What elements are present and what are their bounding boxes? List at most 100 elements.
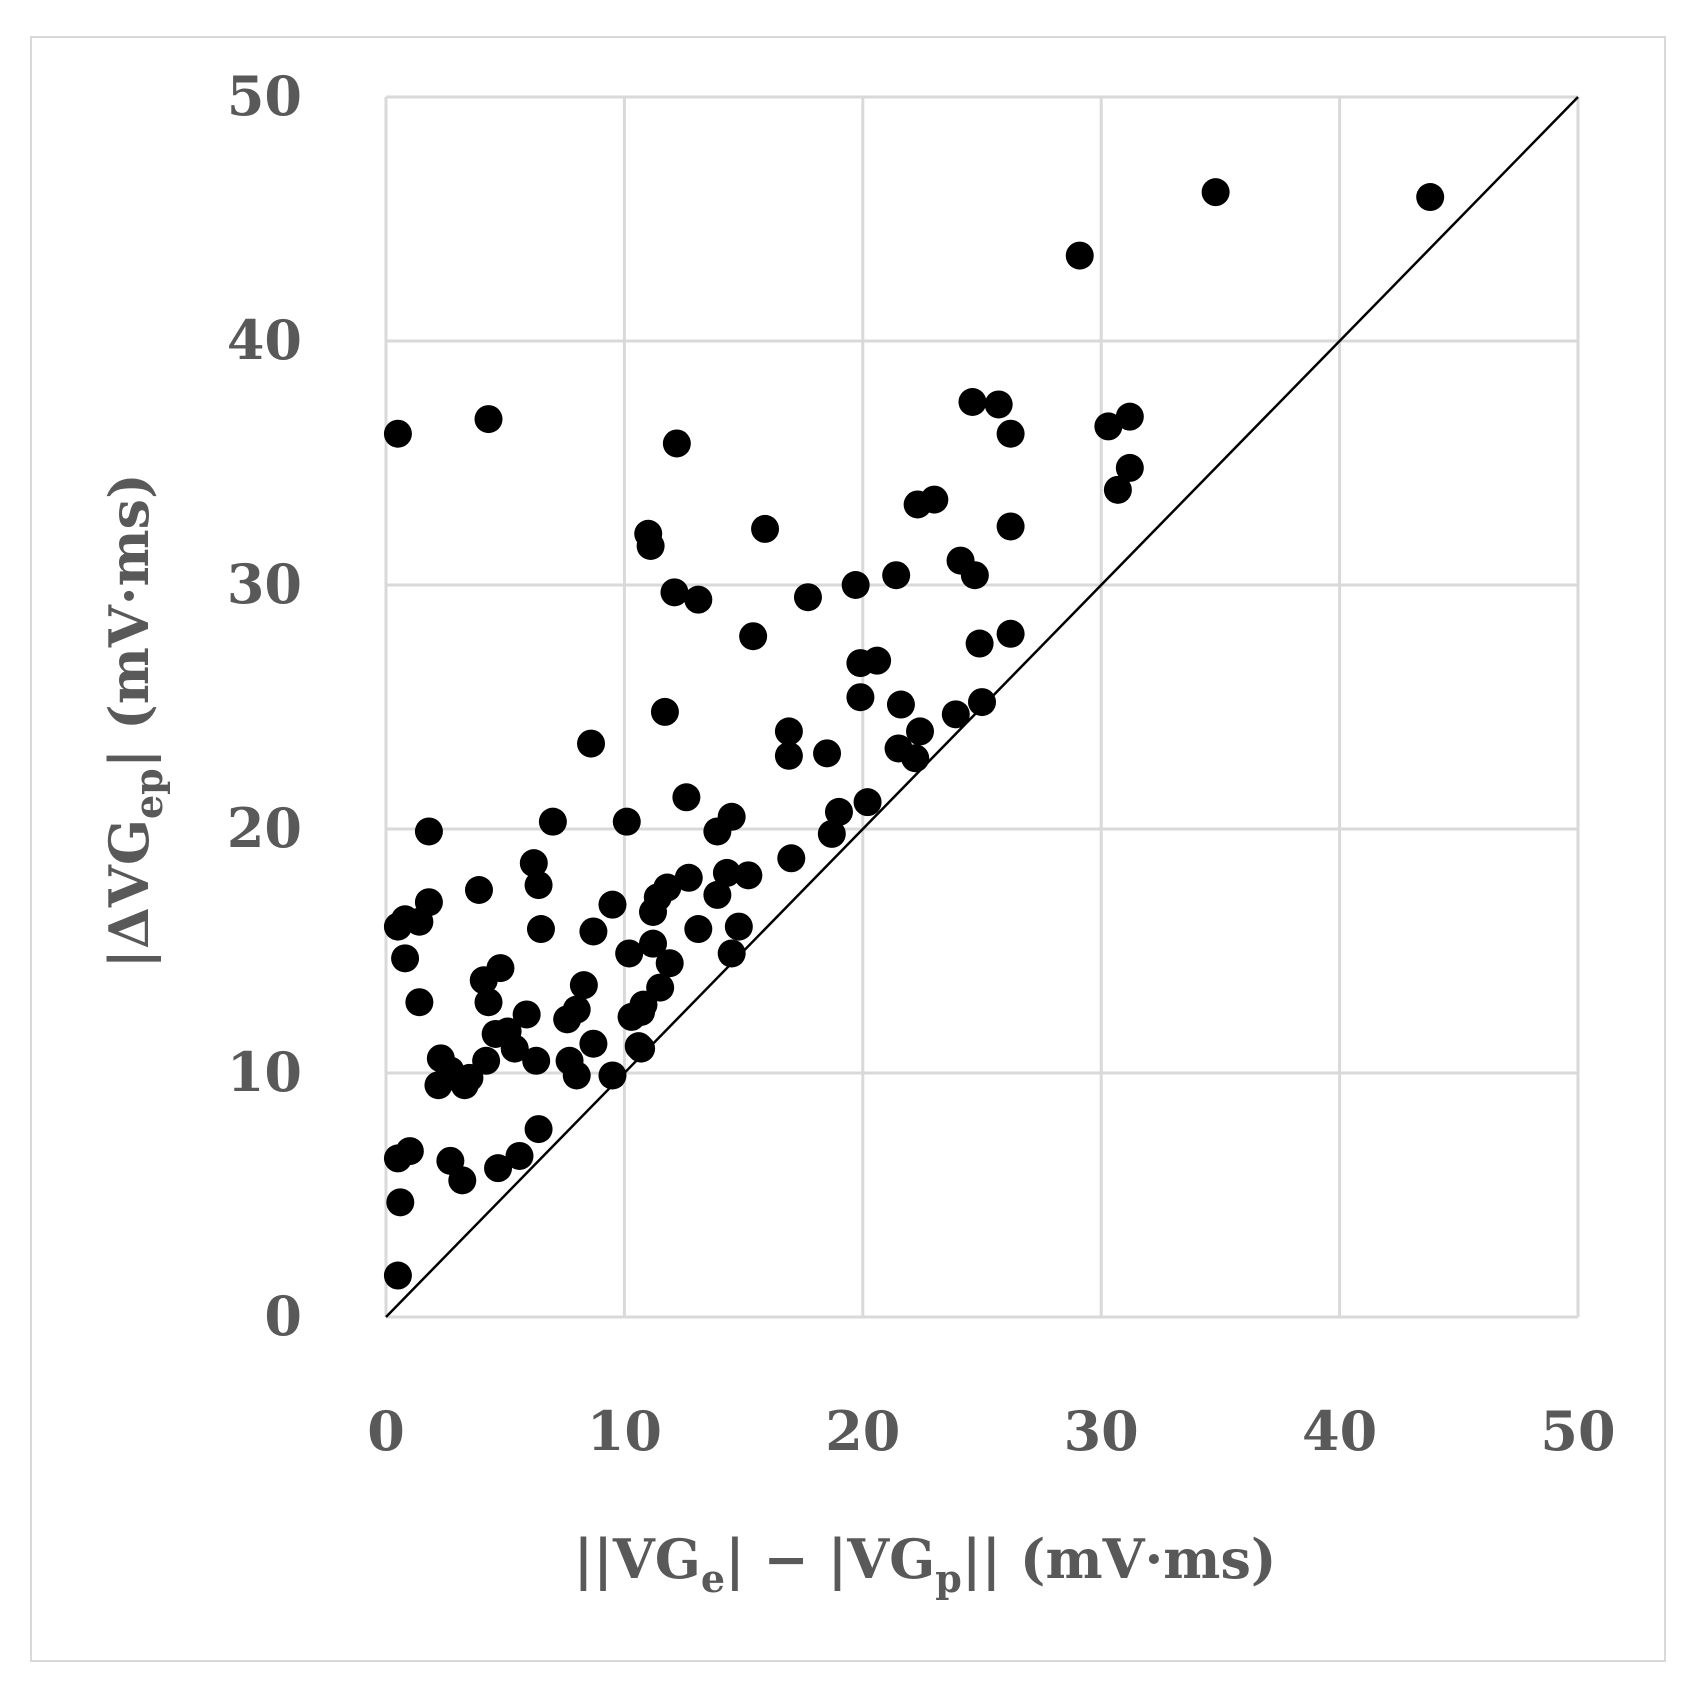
data-point-0-69 xyxy=(579,917,608,946)
data-point-0-94 xyxy=(579,1029,608,1058)
data-point-0-6 xyxy=(958,388,987,416)
data-point-0-28 xyxy=(965,629,994,658)
data-point-0-11 xyxy=(1115,453,1144,482)
data-point-0-21 xyxy=(960,561,989,590)
data-point-0-27 xyxy=(996,619,1025,648)
data-point-0-50 xyxy=(703,817,732,846)
data-point-0-8 xyxy=(996,419,1025,448)
x-axis-label: ||VGe| − |VGp|| (mV·ms) xyxy=(574,1527,1277,1601)
data-point-0-12 xyxy=(1103,475,1132,504)
data-point-0-110 xyxy=(484,1154,513,1183)
y-axis-label-post: | (mV·ms) xyxy=(97,473,162,768)
data-point-0-44 xyxy=(853,788,882,817)
data-point-0-26 xyxy=(739,622,768,651)
data-point-0-18 xyxy=(751,514,780,543)
x-axis-label-mid: | − |VG xyxy=(725,1527,935,1592)
data-point-0-57 xyxy=(734,861,763,890)
data-point-0-37 xyxy=(906,717,935,746)
y-axis-label-sub: ep xyxy=(126,768,171,819)
data-point-0-48 xyxy=(612,807,641,836)
data-point-0-46 xyxy=(414,817,443,846)
data-point-0-77 xyxy=(655,949,684,978)
data-point-0-101 xyxy=(424,1071,453,1100)
data-point-0-31 xyxy=(846,683,875,712)
y-tick-label-0: 0 xyxy=(264,1284,302,1348)
data-point-0-17 xyxy=(636,531,665,560)
data-point-0-1 xyxy=(474,405,503,434)
data-point-0-54 xyxy=(524,871,553,900)
data-point-0-40 xyxy=(813,739,842,768)
data-point-0-75 xyxy=(717,939,746,968)
data-points xyxy=(383,178,1445,1290)
data-point-0-103 xyxy=(562,1061,591,1090)
data-point-0-61 xyxy=(703,880,732,909)
y-axis-label-pre: |ΔVG xyxy=(97,819,162,969)
data-point-0-14 xyxy=(920,485,949,514)
data-point-0-25 xyxy=(793,583,822,612)
data-point-0-34 xyxy=(941,700,970,729)
data-point-0-63 xyxy=(598,890,627,919)
data-point-0-107 xyxy=(395,1137,424,1166)
data-point-0-85 xyxy=(562,995,591,1024)
data-point-0-47 xyxy=(538,807,567,836)
data-point-0-73 xyxy=(615,939,644,968)
data-point-0-112 xyxy=(386,1188,415,1217)
data-point-0-71 xyxy=(724,912,753,941)
data-point-0-88 xyxy=(627,998,656,1026)
data-point-0-78 xyxy=(469,966,498,995)
data-point-0-43 xyxy=(672,783,701,812)
data-point-0-2 xyxy=(662,429,691,458)
data-point-0-52 xyxy=(519,849,548,878)
x-tick-labels: 0 10 20 30 40 50 xyxy=(367,1399,1615,1463)
y-axis-label: |ΔVGep| (mV·ms) xyxy=(97,473,171,968)
y-tick-labels: 0 10 20 30 40 50 xyxy=(227,64,302,1348)
x-tick-label-5: 50 xyxy=(1540,1399,1615,1463)
data-point-0-109 xyxy=(505,1141,534,1170)
data-point-0-113 xyxy=(383,1261,412,1290)
data-point-0-30 xyxy=(863,646,892,675)
data-point-0-111 xyxy=(448,1166,477,1195)
data-point-0-86 xyxy=(512,1000,541,1029)
x-axis-label-post: || (mV·ms) xyxy=(962,1527,1277,1592)
x-tick-label-2: 20 xyxy=(825,1399,900,1463)
data-point-0-24 xyxy=(684,585,713,614)
data-point-0-4 xyxy=(1201,178,1230,207)
data-point-0-5 xyxy=(1416,183,1445,212)
data-point-0-64 xyxy=(639,897,668,926)
y-tick-label-3: 30 xyxy=(227,552,302,616)
data-point-0-91 xyxy=(500,1034,529,1063)
data-point-0-72 xyxy=(391,944,420,973)
data-point-0-9 xyxy=(1094,412,1123,441)
x-tick-label-4: 40 xyxy=(1302,1399,1377,1463)
data-point-0-3 xyxy=(1065,241,1094,270)
x-axis-label-sub2: p xyxy=(935,1556,962,1601)
data-point-0-10 xyxy=(1115,402,1144,431)
data-point-0-22 xyxy=(841,571,870,599)
data-point-0-15 xyxy=(996,512,1025,541)
data-point-0-79 xyxy=(474,988,503,1017)
x-axis-label-sub1: e xyxy=(701,1556,725,1601)
data-point-0-67 xyxy=(405,907,434,936)
data-point-0-7 xyxy=(984,390,1013,419)
data-point-0-68 xyxy=(526,915,555,944)
data-point-0-33 xyxy=(968,688,996,717)
data-point-0-55 xyxy=(464,876,493,904)
x-tick-label-1: 10 xyxy=(587,1399,662,1463)
y-tick-label-4: 40 xyxy=(227,308,302,372)
data-point-0-39 xyxy=(774,741,803,770)
data-point-0-38 xyxy=(577,729,606,758)
data-point-0-45 xyxy=(824,797,853,826)
data-point-0-56 xyxy=(712,858,741,887)
data-point-0-80 xyxy=(569,971,598,1000)
data-point-0-82 xyxy=(405,988,434,1017)
x-tick-label-0: 0 xyxy=(367,1399,405,1463)
data-point-0-51 xyxy=(817,819,846,848)
data-point-0-74 xyxy=(639,929,668,958)
data-point-0-53 xyxy=(777,844,806,873)
data-point-0-35 xyxy=(650,697,679,726)
data-point-0-105 xyxy=(524,1115,553,1144)
data-point-0-97 xyxy=(522,1046,551,1075)
data-point-0-32 xyxy=(886,690,915,719)
data-point-0-104 xyxy=(598,1061,627,1090)
